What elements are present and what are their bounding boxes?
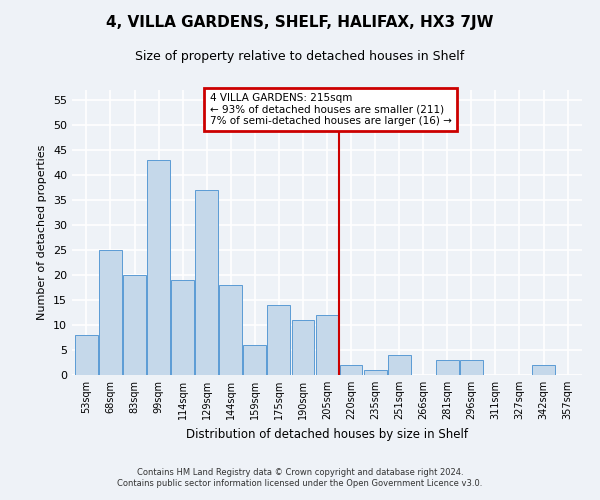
Bar bbox=[532, 365, 555, 375]
Bar bbox=[195, 190, 218, 375]
Text: 4, VILLA GARDENS, SHELF, HALIFAX, HX3 7JW: 4, VILLA GARDENS, SHELF, HALIFAX, HX3 7J… bbox=[106, 15, 494, 30]
Bar bbox=[171, 280, 194, 375]
Bar bbox=[244, 345, 266, 375]
X-axis label: Distribution of detached houses by size in Shelf: Distribution of detached houses by size … bbox=[186, 428, 468, 440]
Text: 4 VILLA GARDENS: 215sqm
← 93% of detached houses are smaller (211)
7% of semi-de: 4 VILLA GARDENS: 215sqm ← 93% of detache… bbox=[210, 93, 452, 126]
Bar bbox=[340, 365, 362, 375]
Bar bbox=[99, 250, 122, 375]
Bar bbox=[364, 370, 386, 375]
Bar bbox=[220, 285, 242, 375]
Bar bbox=[75, 335, 98, 375]
Bar bbox=[147, 160, 170, 375]
Text: Contains HM Land Registry data © Crown copyright and database right 2024.
Contai: Contains HM Land Registry data © Crown c… bbox=[118, 468, 482, 487]
Bar bbox=[388, 355, 410, 375]
Bar bbox=[123, 275, 146, 375]
Bar bbox=[436, 360, 459, 375]
Bar bbox=[316, 315, 338, 375]
Bar bbox=[460, 360, 483, 375]
Text: Size of property relative to detached houses in Shelf: Size of property relative to detached ho… bbox=[136, 50, 464, 63]
Bar bbox=[268, 305, 290, 375]
Bar bbox=[292, 320, 314, 375]
Y-axis label: Number of detached properties: Number of detached properties bbox=[37, 145, 47, 320]
